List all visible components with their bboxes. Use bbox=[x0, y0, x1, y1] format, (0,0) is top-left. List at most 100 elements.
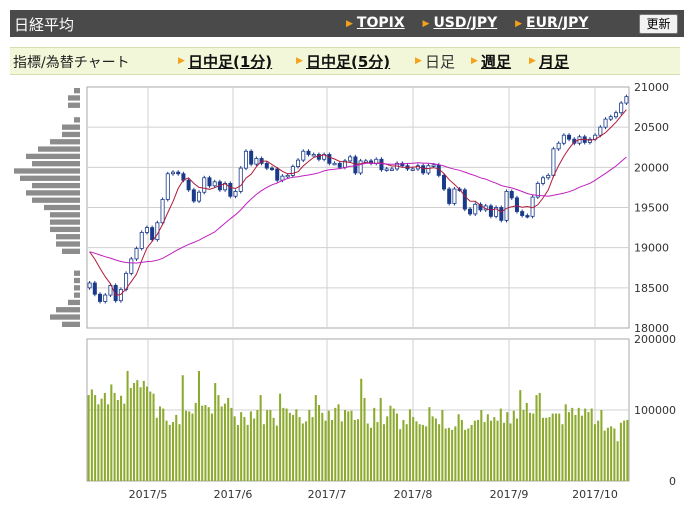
volume-profile-bar bbox=[56, 307, 80, 313]
tab-intraday-1min[interactable]: 日中足(1分) bbox=[188, 53, 273, 71]
volume-bar bbox=[97, 404, 100, 481]
candle-body bbox=[619, 102, 624, 114]
tab-intraday-5min[interactable]: 日中足(5分) bbox=[306, 53, 391, 71]
arrow-icon: ▶ bbox=[178, 56, 185, 66]
price-tick-label: 18500 bbox=[634, 282, 669, 295]
candle-body bbox=[243, 150, 248, 169]
volume-bar bbox=[331, 419, 334, 481]
volume-bar bbox=[428, 407, 431, 481]
volume-bar bbox=[272, 417, 275, 481]
volume-bar bbox=[483, 422, 486, 481]
volume-profile-bar bbox=[74, 292, 80, 298]
candle-body bbox=[431, 164, 436, 167]
volume-bar bbox=[171, 422, 175, 481]
volume-bar bbox=[567, 412, 570, 481]
arrow-icon: ▶ bbox=[422, 19, 430, 29]
volume-bar bbox=[103, 392, 106, 481]
volume-bar bbox=[376, 422, 379, 481]
candle-body bbox=[197, 191, 202, 202]
volume-bar bbox=[347, 411, 350, 481]
volume-bar bbox=[386, 416, 389, 481]
volume-bar bbox=[181, 375, 184, 481]
volume-bar bbox=[418, 424, 421, 481]
volume-bar bbox=[262, 424, 265, 481]
volume-bar bbox=[369, 427, 373, 481]
volume-bar bbox=[194, 402, 197, 481]
volume-bar bbox=[159, 406, 162, 481]
volume-bar bbox=[178, 424, 181, 481]
volume-bar bbox=[298, 417, 301, 481]
refresh-button[interactable]: 更新 bbox=[639, 14, 678, 34]
volume-bar bbox=[447, 427, 450, 481]
volume-bar bbox=[279, 393, 282, 481]
volume-bar bbox=[133, 383, 136, 481]
volume-bar bbox=[373, 407, 376, 481]
candle-body bbox=[332, 162, 337, 166]
volume-bar bbox=[561, 424, 564, 481]
x-tick-label: 2017/7 bbox=[308, 488, 347, 501]
volume-bar bbox=[619, 422, 622, 481]
candle-body bbox=[624, 96, 629, 104]
volume-bar bbox=[460, 419, 463, 481]
volume-tick-label: 100000 bbox=[634, 404, 676, 417]
volume-bar bbox=[142, 380, 145, 481]
candle-body bbox=[603, 118, 608, 128]
candle-body bbox=[170, 171, 175, 175]
x-tick-label: 2017/10 bbox=[572, 488, 618, 501]
tab-daily[interactable]: 日足 bbox=[425, 53, 456, 71]
link-usdjpy[interactable]: USD/JPY bbox=[433, 15, 498, 31]
candle-body bbox=[613, 112, 618, 118]
volume-bar bbox=[227, 397, 230, 481]
volume-bar bbox=[292, 414, 295, 481]
volume-bar bbox=[301, 423, 304, 481]
moving-average-short bbox=[89, 109, 627, 296]
price-tick-label: 19000 bbox=[634, 242, 669, 255]
volume-bar bbox=[197, 370, 200, 481]
volume-bar bbox=[249, 411, 252, 481]
link-eurjpy[interactable]: EUR/JPY bbox=[526, 15, 589, 31]
volume-profile-bar bbox=[68, 299, 80, 306]
moving-average-long bbox=[89, 156, 627, 264]
arrow-icon: ▶ bbox=[415, 56, 422, 66]
volume-profile-bar bbox=[20, 175, 80, 181]
volume-profile-bar bbox=[32, 161, 80, 167]
price-tick-label: 18000 bbox=[634, 322, 669, 335]
volume-profile-bar bbox=[50, 212, 80, 218]
volume-bar bbox=[314, 395, 317, 481]
volume-bar bbox=[548, 417, 551, 481]
volume-bar bbox=[600, 410, 603, 481]
volume-bar bbox=[243, 417, 246, 481]
volume-bar bbox=[123, 403, 126, 481]
volume-bar bbox=[90, 389, 93, 481]
candle-body bbox=[598, 126, 603, 136]
candle-body bbox=[129, 258, 134, 274]
candle-body bbox=[551, 148, 556, 176]
link-topix[interactable]: TOPIX bbox=[356, 15, 405, 31]
x-tick-label: 2017/5 bbox=[129, 488, 168, 501]
candle-body bbox=[139, 232, 144, 249]
volume-bar bbox=[146, 386, 149, 481]
candle-body bbox=[228, 182, 233, 197]
candle-body bbox=[285, 174, 290, 178]
candle-body bbox=[541, 177, 546, 184]
volume-profile-bar bbox=[26, 153, 80, 160]
volume-bar bbox=[204, 405, 207, 481]
volume-bar bbox=[610, 426, 613, 481]
tab-monthly[interactable]: 月足 bbox=[539, 53, 570, 71]
tab-weekly[interactable]: 週足 bbox=[481, 53, 512, 71]
candle-body bbox=[337, 162, 342, 168]
volume-bar bbox=[162, 408, 165, 481]
candle-body bbox=[535, 182, 540, 198]
candle-body bbox=[447, 188, 452, 204]
volume-bar bbox=[311, 417, 314, 481]
candle-body bbox=[561, 134, 566, 144]
volume-bar bbox=[535, 395, 538, 481]
candle-body bbox=[238, 167, 243, 192]
volume-bar bbox=[470, 424, 473, 481]
volume-bar bbox=[444, 428, 447, 481]
candle-body bbox=[494, 207, 499, 217]
volume-bar bbox=[616, 441, 619, 481]
price-tick-label: 20000 bbox=[634, 161, 669, 174]
volume-bar bbox=[253, 418, 256, 481]
candle-body bbox=[358, 160, 363, 174]
